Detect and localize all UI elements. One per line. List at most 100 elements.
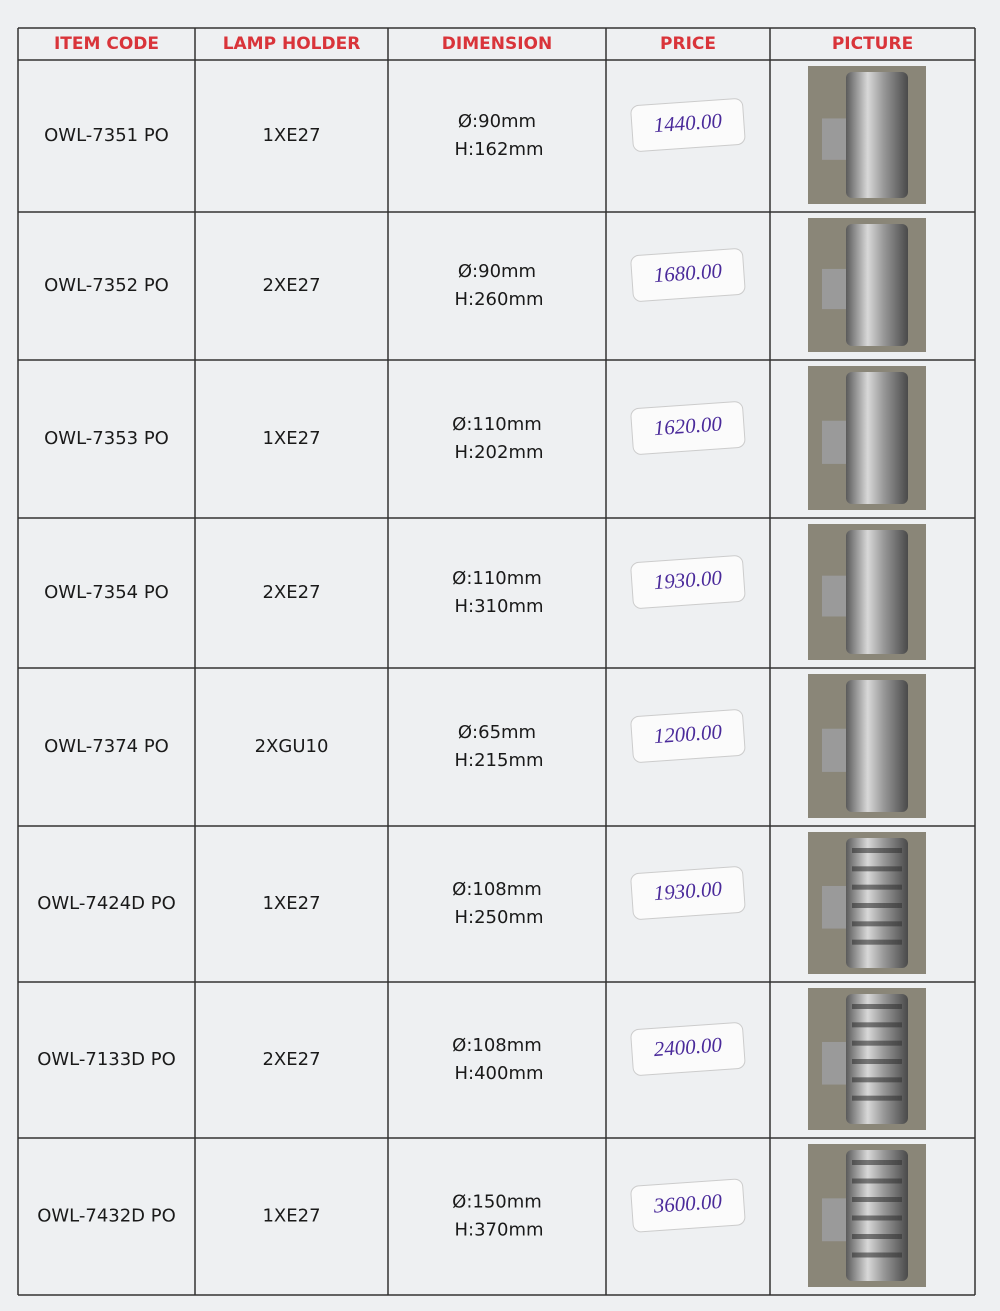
price: 2400.00 (653, 1032, 723, 1061)
item-code: OWL-7432D PO (37, 1206, 176, 1227)
dimension-diameter: Ø:108mm (452, 1035, 542, 1056)
item-code: OWL-7374 PO (44, 736, 169, 757)
lamp-slot (852, 848, 902, 853)
lamp-body (846, 72, 908, 198)
wall-bracket (822, 118, 846, 160)
lamp-holder: 1XE27 (262, 893, 320, 914)
lamp-holder: 1XE27 (262, 428, 320, 449)
wall-bracket (822, 575, 846, 617)
price-sticker: 1930.00 (630, 555, 746, 609)
dimension-diameter: Ø:65mm (458, 722, 536, 743)
product-picture (808, 832, 926, 974)
dimension-diameter: Ø:150mm (452, 1192, 542, 1213)
lamp-body (846, 530, 908, 654)
product-picture (808, 1144, 926, 1287)
lamp-slot (852, 921, 902, 927)
price-sticker: 1440.00 (630, 98, 746, 152)
dimension-height: H:215mm (454, 750, 543, 771)
lamp-body (846, 680, 908, 812)
sticker (630, 866, 746, 920)
price: 3600.00 (652, 1189, 723, 1218)
lamp-slot (852, 1022, 902, 1028)
dimension-height: H:162mm (454, 139, 543, 160)
dimension-diameter: Ø:108mm (452, 879, 542, 900)
dimension-height: H:400mm (454, 1063, 543, 1084)
wall-bracket (822, 1198, 846, 1242)
price-sticker: 1200.00 (630, 709, 746, 763)
sticker (630, 1178, 746, 1233)
product-picture (808, 366, 926, 510)
table-grid (17, 27, 976, 1296)
lamp-slot (852, 939, 902, 945)
sticker (630, 1022, 746, 1076)
wall-bracket (822, 420, 846, 464)
dimension-diameter: Ø:110mm (452, 414, 542, 435)
dimension-height: H:370mm (454, 1220, 543, 1241)
sticker (630, 401, 746, 455)
item-code: OWL-7424D PO (37, 893, 176, 914)
product-picture (808, 524, 926, 660)
price: 1620.00 (653, 411, 723, 440)
lamp-holder: 2XGU10 (255, 736, 329, 757)
product-picture (808, 988, 926, 1130)
item-code: OWL-7354 PO (44, 582, 169, 603)
wall-bracket (822, 885, 846, 929)
item-code: OWL-7133D PO (37, 1049, 176, 1070)
lamp-slot (852, 884, 902, 890)
sticker (630, 248, 746, 302)
lamp-holder: 1XE27 (262, 1206, 320, 1227)
wall-bracket (822, 1041, 846, 1085)
item-code: OWL-7352 PO (44, 275, 169, 296)
lamp-slot (852, 1197, 902, 1202)
lamp-holder: 2XE27 (262, 275, 320, 296)
dimension-height: H:202mm (454, 442, 543, 463)
price-sticker: 2400.00 (630, 1022, 746, 1076)
wall-bracket (822, 268, 846, 310)
lamp-holder: 2XE27 (262, 582, 320, 603)
lamp-slot (852, 866, 902, 872)
price: 1680.00 (653, 258, 723, 287)
lamp-slot (852, 1040, 902, 1046)
product-picture (808, 674, 926, 818)
lamp-slot (852, 1252, 902, 1258)
lamp-slot (852, 1059, 902, 1064)
lamp-slot (852, 1215, 902, 1221)
sticker (630, 98, 746, 152)
item-code: OWL-7353 PO (44, 428, 169, 449)
column-header: LAMP HOLDER (223, 34, 361, 54)
column-header: ITEM CODE (54, 34, 159, 54)
lamp-body (846, 224, 908, 346)
lamp-body (846, 372, 908, 504)
lamp-holder: 2XE27 (262, 1049, 320, 1070)
item-code: OWL-7351 PO (44, 125, 169, 146)
dimension-height: H:250mm (454, 907, 543, 928)
dimension-height: H:310mm (454, 596, 543, 617)
dimension-diameter: Ø:90mm (458, 261, 536, 282)
price-sticker: 1620.00 (630, 401, 746, 455)
price: 1200.00 (653, 719, 723, 748)
price: 1930.00 (653, 876, 723, 905)
wall-bracket (822, 728, 846, 772)
dimension-height: H:260mm (454, 289, 543, 310)
sticker (630, 555, 746, 609)
column-header: PICTURE (832, 34, 913, 54)
lamp-slot (852, 1077, 902, 1083)
product-picture (808, 66, 926, 204)
dimension-diameter: Ø:90mm (458, 111, 536, 132)
price-sticker: 1680.00 (630, 248, 746, 302)
lamp-slot (852, 903, 902, 908)
lamp-slot (852, 1004, 902, 1009)
dimension-diameter: Ø:110mm (452, 568, 542, 589)
lamp-slot (852, 1095, 902, 1101)
lamp-slot (852, 1234, 902, 1239)
product-picture (808, 218, 926, 352)
price: 1930.00 (653, 565, 723, 594)
column-header: PRICE (660, 34, 716, 54)
lamp-slot (852, 1160, 902, 1165)
price-sticker: 1930.00 (630, 866, 746, 920)
price-sticker: 3600.00 (630, 1178, 746, 1233)
lamp-slot (852, 1178, 902, 1184)
lamp-holder: 1XE27 (262, 125, 320, 146)
column-header: DIMENSION (442, 34, 552, 54)
